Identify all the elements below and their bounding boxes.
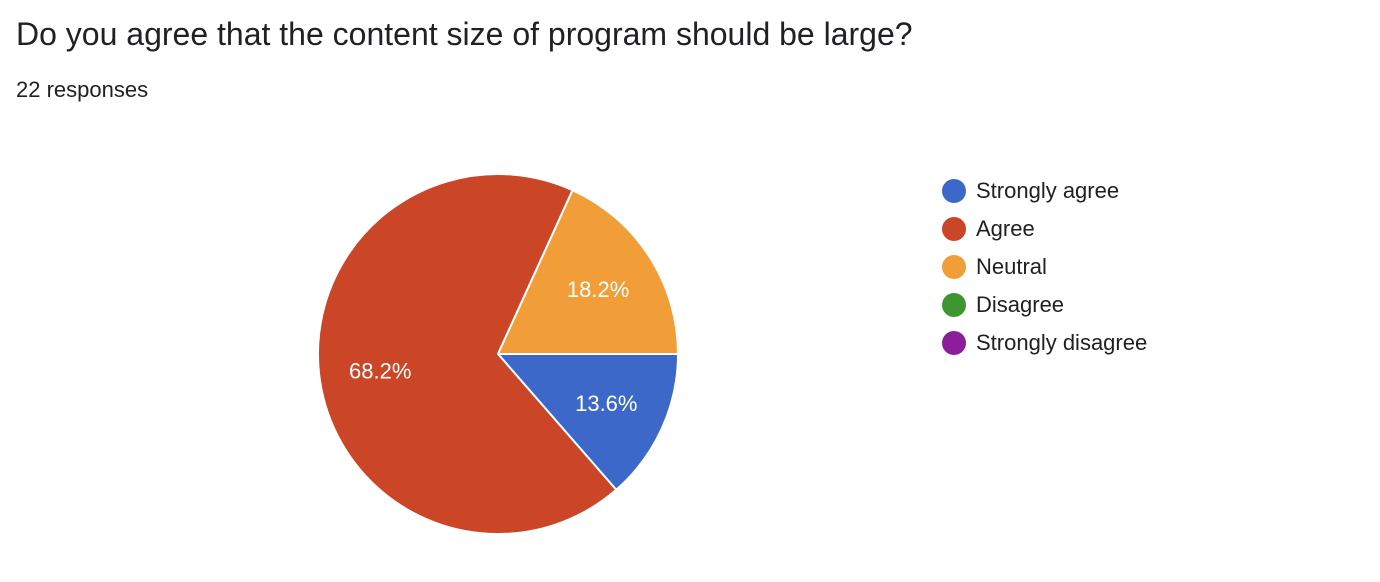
legend-item-agree[interactable]: Agree [942, 210, 1147, 248]
pie-slice-strongly-agree[interactable] [497, 353, 679, 491]
legend-swatch-icon [942, 217, 966, 241]
slice-label-agree: 68.2% [349, 359, 411, 384]
slice-label-strongly-agree: 13.6% [575, 391, 637, 416]
pie-slice-agree[interactable] [317, 173, 618, 535]
legend-label: Agree [976, 216, 1035, 241]
legend-swatch-icon [942, 255, 966, 279]
legend-swatch-icon [942, 179, 966, 203]
legend-item-neutral[interactable]: Neutral [942, 248, 1147, 286]
legend-label: Neutral [976, 254, 1047, 279]
response-count: 22 responses [16, 77, 149, 102]
legend-swatch-icon [942, 331, 966, 355]
legend-item-strongly-disagree[interactable]: Strongly disagree [942, 324, 1147, 362]
chart-legend: Strongly agree Agree Neutral Disagree Strong… [942, 172, 1147, 362]
question-title: Do you agree that the content size of pr… [16, 16, 913, 52]
legend-label: Disagree [976, 292, 1065, 317]
legend-label: Strongly agree [976, 178, 1120, 203]
legend-label: Strongly disagree [976, 330, 1148, 355]
legend-item-strongly-agree[interactable]: Strongly agree [942, 172, 1147, 210]
slice-label-neutral: 18.2% [567, 277, 629, 302]
legend-item-disagree[interactable]: Disagree [942, 286, 1147, 324]
legend-swatch-icon [942, 293, 966, 317]
pie-slice-neutral[interactable] [497, 189, 679, 355]
